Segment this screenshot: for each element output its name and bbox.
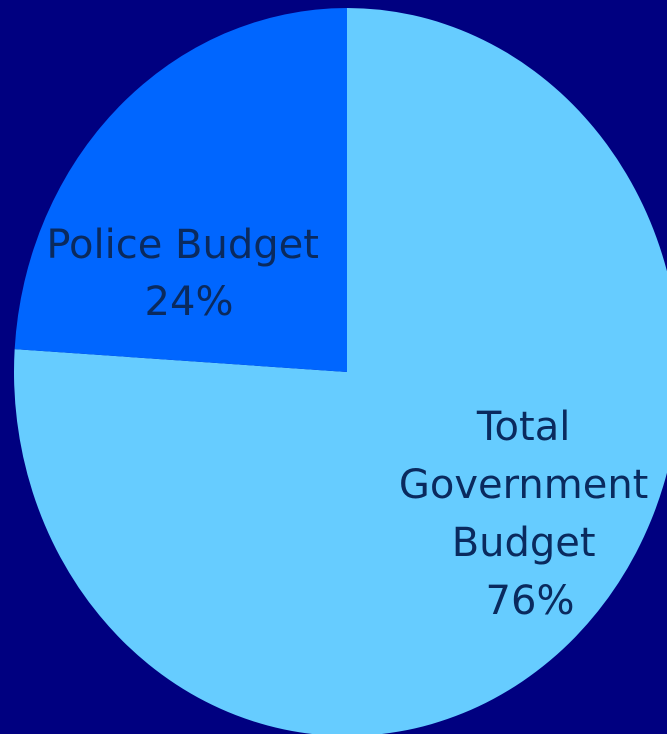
slice-label-police-budget: Police Budget 24% [46,222,331,325]
pie-slice-police-budget [14,8,347,372]
pie-slices [14,8,667,734]
slice-label-total-government-budget: Total Government Budget 76% [399,404,661,624]
slice-percent-total-government-budget: 76% [486,578,575,624]
slice-percent-police-budget: 24% [145,279,234,325]
pie-slice-total-government-budget [14,8,667,734]
